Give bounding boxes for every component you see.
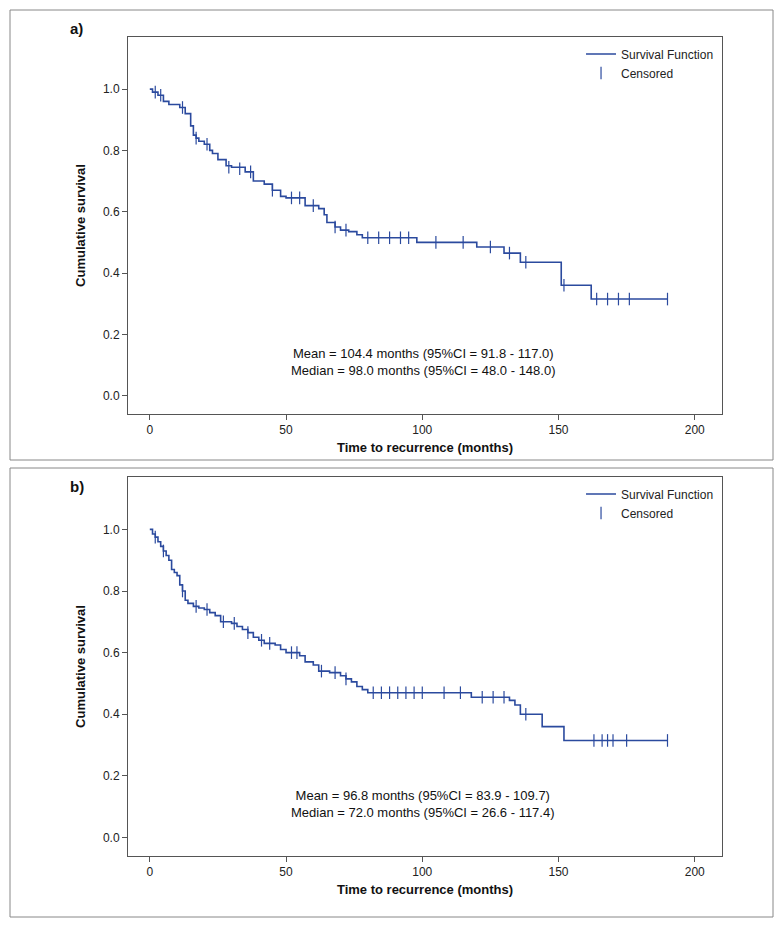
svg-text:Time to recurrence (months): Time to recurrence (months) [337,440,513,455]
svg-text:0.0: 0.0 [103,389,120,403]
svg-text:150: 150 [548,865,568,879]
svg-text:b): b) [70,478,84,495]
svg-text:50: 50 [279,865,293,879]
svg-text:0.4: 0.4 [103,266,120,280]
svg-text:Mean = 104.4 months (95%CI = 9: Mean = 104.4 months (95%CI = 91.8 - 117.… [291,346,556,378]
svg-text:Cumulative survival: Cumulative survival [73,164,88,287]
svg-text:0.0: 0.0 [103,831,120,845]
svg-text:0: 0 [146,423,153,437]
svg-text:Time to recurrence (months): Time to recurrence (months) [337,882,513,897]
svg-text:Survival Function: Survival Function [621,48,713,62]
svg-text:1.0: 1.0 [103,523,120,537]
svg-text:0.6: 0.6 [103,205,120,219]
svg-text:50: 50 [279,423,293,437]
svg-text:Survival Function: Survival Function [621,488,713,502]
svg-text:0.8: 0.8 [103,144,120,158]
svg-text:Cumulative survival: Cumulative survival [73,605,88,728]
svg-text:100: 100 [412,423,432,437]
svg-text:Censored: Censored [621,507,673,521]
svg-text:0.4: 0.4 [103,707,120,721]
svg-text:200: 200 [685,865,705,879]
svg-text:1.0: 1.0 [103,82,120,96]
svg-text:100: 100 [412,865,432,879]
svg-text:a): a) [70,20,83,37]
svg-text:0: 0 [146,865,153,879]
svg-text:0.8: 0.8 [103,584,120,598]
svg-text:0.2: 0.2 [103,769,120,783]
svg-text:0.6: 0.6 [103,646,120,660]
svg-text:0.2: 0.2 [103,328,120,342]
svg-text:150: 150 [548,423,568,437]
svg-text:200: 200 [685,423,705,437]
svg-text:Mean = 96.8 months (95%CI = 83: Mean = 96.8 months (95%CI = 83.9 - 109.7… [291,788,555,820]
svg-text:Censored: Censored [621,67,673,81]
